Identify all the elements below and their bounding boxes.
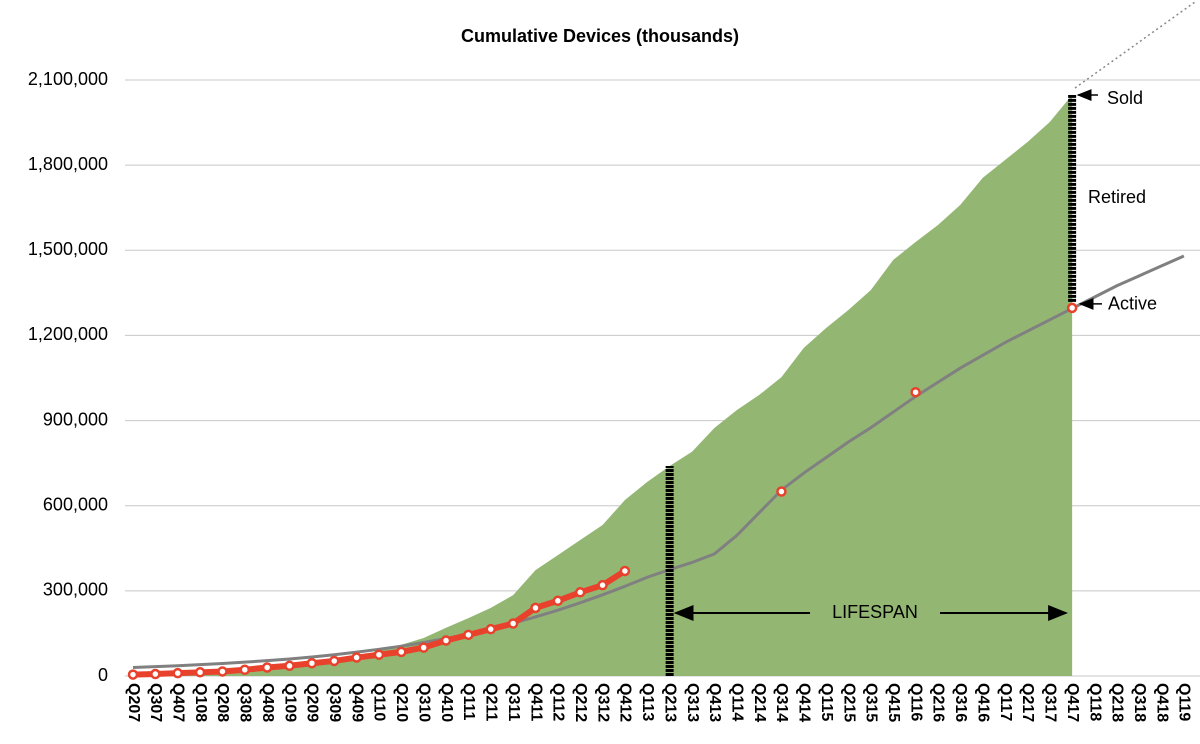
- x-tick-label: Q314: [773, 683, 790, 722]
- x-tick-label: Q217: [1019, 683, 1036, 722]
- x-tick-label: Q415: [885, 683, 902, 722]
- x-tick-label: Q116: [907, 683, 924, 721]
- x-tick-label: Q112: [550, 683, 567, 721]
- marker: [776, 486, 787, 497]
- extrapolation: [1074, 1, 1196, 89]
- marker: [217, 666, 228, 677]
- x-tick-label: Q418: [1153, 683, 1170, 722]
- marker: [619, 565, 631, 577]
- x-tick-label: Q212: [572, 683, 589, 722]
- x-tick-label: Q311: [505, 683, 522, 721]
- x-tick-label: Q114: [728, 683, 745, 721]
- x-tick-label: Q213: [661, 683, 678, 722]
- x-tick-label: Q310: [415, 683, 432, 722]
- x-tick-label: Q218: [1109, 683, 1126, 722]
- x-tick-label: Q216: [930, 683, 947, 722]
- y-tick-label: 0: [98, 665, 108, 685]
- x-tick-label: Q211: [483, 683, 500, 721]
- x-tick-label: Q307: [147, 683, 164, 722]
- x-tick-label: Q214: [751, 683, 768, 722]
- marker: [396, 646, 407, 658]
- marker: [530, 602, 541, 614]
- y-tick-label: 1,500,000: [28, 239, 108, 259]
- marker: [306, 657, 318, 669]
- x-tick-label: Q115: [818, 683, 835, 721]
- x-tick-label: Q110: [371, 683, 388, 721]
- annotation: LIFESPAN: [832, 602, 918, 622]
- marker: [351, 652, 362, 663]
- x-tick-label: Q117: [997, 683, 1014, 721]
- x-tick-label: Q108: [192, 683, 209, 722]
- x-tick-label: Q309: [326, 683, 343, 722]
- marker: [284, 660, 295, 672]
- x-tick-label: Q215: [840, 683, 857, 722]
- x-tick-label: Q207: [125, 683, 142, 722]
- marker: [440, 635, 452, 646]
- x-tick-label: Q209: [304, 683, 321, 722]
- x-tick-label: Q413: [706, 683, 723, 722]
- x-tick-label: Q318: [1131, 683, 1148, 722]
- marker: [328, 655, 340, 667]
- marker: [172, 667, 183, 679]
- marker: [507, 618, 519, 629]
- marker: [552, 595, 564, 607]
- area: [133, 95, 1073, 676]
- marker: [597, 579, 608, 591]
- x-tick-label: Q410: [438, 683, 455, 722]
- x-tick-label: Q317: [1042, 683, 1059, 722]
- marker: [239, 664, 251, 676]
- x-tick-label: Q210: [393, 683, 410, 722]
- marker: [485, 623, 497, 635]
- x-tick-label: Q312: [594, 683, 611, 722]
- annotation: Active: [1108, 294, 1157, 314]
- x-tick-label: Q411: [527, 683, 544, 721]
- x-tick-label: Q208: [214, 683, 231, 722]
- x-tick-label: Q407: [169, 683, 186, 722]
- marker: [463, 629, 474, 641]
- chart-title: Cumulative Devices (thousands): [461, 26, 739, 46]
- x-tick-label: Q308: [237, 683, 254, 722]
- x-tick-label: Q111: [460, 683, 477, 720]
- y-tick-label: 1,200,000: [28, 324, 108, 344]
- x-tick-label: Q316: [952, 683, 969, 722]
- marker: [127, 669, 139, 680]
- x-tick-label: Q409: [348, 683, 365, 722]
- x-tick-label: Q414: [796, 683, 813, 722]
- marker: [1066, 302, 1078, 314]
- y-tick-label: 2,100,000: [28, 69, 108, 89]
- marker: [194, 667, 206, 678]
- marker: [910, 386, 921, 398]
- x-tick-label: Q315: [863, 683, 880, 722]
- x-tick-label: Q416: [974, 683, 991, 722]
- y-tick-label: 600,000: [43, 494, 108, 514]
- marker: [418, 642, 429, 653]
- marker: [373, 649, 385, 660]
- x-tick-label: Q408: [259, 683, 276, 722]
- annotation: Retired: [1088, 187, 1146, 207]
- y-tick-label: 1,800,000: [28, 154, 108, 174]
- x-tick-label: Q412: [617, 683, 634, 722]
- marker: [150, 668, 161, 680]
- marker: [574, 587, 586, 598]
- y-tick-label: 900,000: [43, 409, 108, 429]
- annotation: Sold: [1107, 88, 1143, 108]
- x-tick-label: Q313: [684, 683, 701, 722]
- x-tick-label: Q113: [639, 683, 656, 721]
- x-tick-label: Q118: [1086, 683, 1103, 721]
- x-tick-label: Q119: [1176, 683, 1193, 721]
- marker: [261, 662, 273, 673]
- x-tick-label: Q109: [281, 683, 298, 722]
- line: [132, 254, 1185, 669]
- y-tick-label: 300,000: [43, 580, 108, 600]
- x-tick-label: Q417: [1064, 683, 1081, 722]
